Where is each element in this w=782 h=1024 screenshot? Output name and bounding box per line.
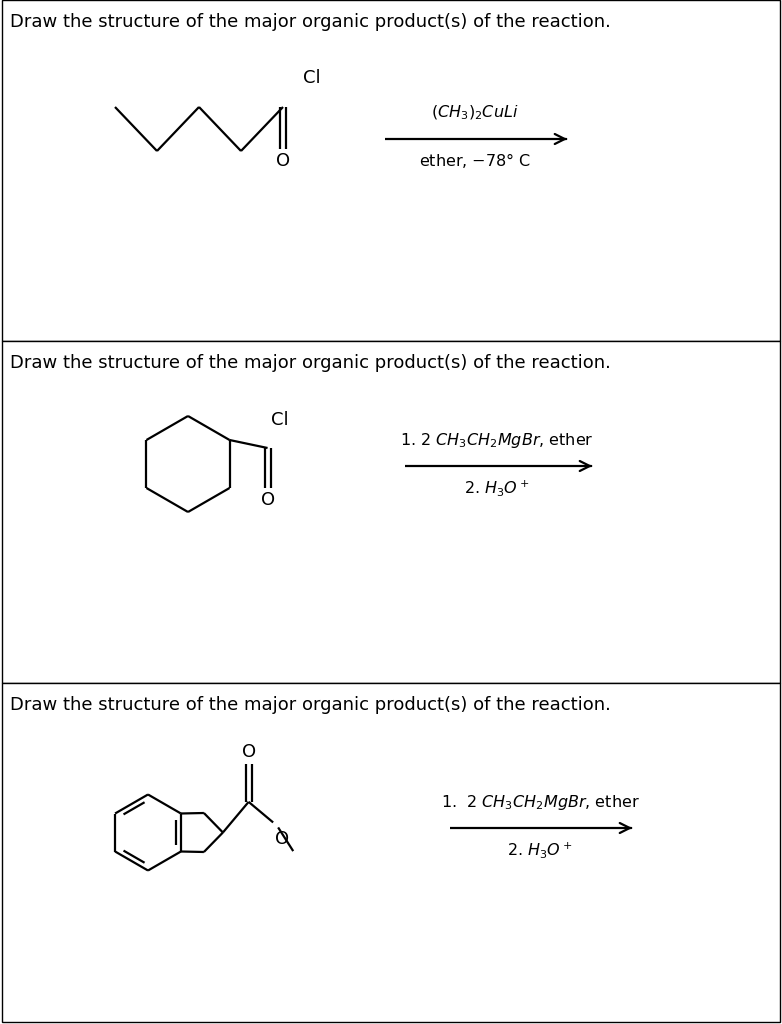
Text: 1.  2 $CH_3CH_2MgBr$, ether: 1. 2 $CH_3CH_2MgBr$, ether	[440, 793, 640, 811]
Text: Draw the structure of the major organic product(s) of the reaction.: Draw the structure of the major organic …	[10, 354, 611, 372]
Text: $(CH_3)_2CuLi$: $(CH_3)_2CuLi$	[431, 103, 518, 122]
Bar	[2, 341, 780, 683]
Text: ether, $-78°$ C: ether, $-78°$ C	[419, 152, 531, 171]
Text: Draw the structure of the major organic product(s) of the reaction.: Draw the structure of the major organic …	[10, 13, 611, 31]
Text: O: O	[242, 742, 256, 761]
Text: O: O	[260, 490, 274, 509]
Text: Draw the structure of the major organic product(s) of the reaction.: Draw the structure of the major organic …	[10, 696, 611, 714]
Text: 2. $H_3O^+$: 2. $H_3O^+$	[464, 478, 530, 498]
Text: 1. 2 $CH_3CH_2MgBr$, ether: 1. 2 $CH_3CH_2MgBr$, ether	[400, 430, 594, 450]
Text: Cl: Cl	[271, 411, 289, 429]
Text: O: O	[275, 830, 289, 849]
Bar	[2, 0, 780, 341]
Text: O: O	[276, 152, 290, 170]
Text: 2. $H_3O^+$: 2. $H_3O^+$	[507, 840, 573, 860]
Text: Cl: Cl	[303, 69, 321, 87]
Bar	[2, 683, 780, 1022]
